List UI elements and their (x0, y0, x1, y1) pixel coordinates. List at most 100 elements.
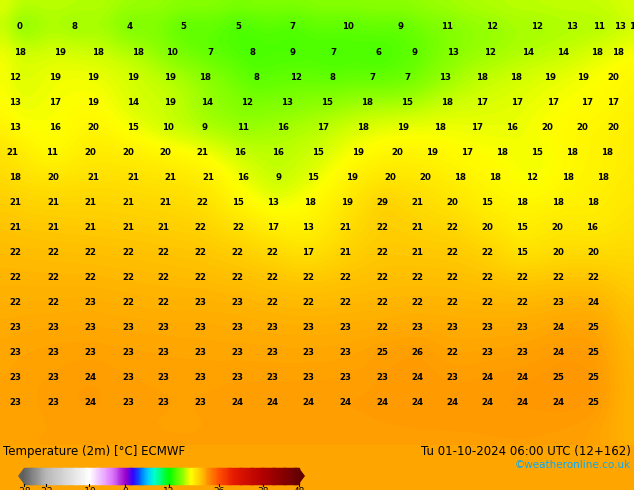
Text: 11: 11 (593, 23, 605, 31)
Bar (154, 468, 155, 484)
Bar (205, 468, 206, 484)
Text: 17: 17 (471, 123, 483, 132)
Bar (127, 468, 129, 484)
Text: 19: 19 (544, 74, 556, 82)
Text: 23: 23 (266, 348, 278, 357)
Text: 23: 23 (157, 323, 169, 332)
Bar (139, 468, 140, 484)
Bar (47, 468, 48, 484)
Text: 18: 18 (510, 74, 522, 82)
Bar (41, 468, 42, 484)
Bar (64, 468, 65, 484)
Bar (143, 468, 145, 484)
Bar (191, 468, 192, 484)
Bar (201, 468, 202, 484)
Text: 22: 22 (481, 298, 493, 307)
Bar (44, 468, 46, 484)
Text: 21: 21 (196, 148, 208, 157)
Text: 22: 22 (446, 248, 458, 257)
Bar (259, 468, 261, 484)
Bar (179, 468, 180, 484)
Text: 24: 24 (481, 373, 493, 382)
Bar (245, 468, 246, 484)
Text: 23: 23 (47, 373, 59, 382)
Text: 21: 21 (164, 173, 176, 182)
Text: 18: 18 (9, 173, 21, 182)
Bar (247, 468, 248, 484)
Bar (216, 468, 217, 484)
Text: 23: 23 (339, 323, 351, 332)
Text: 13: 13 (281, 98, 293, 107)
Bar (106, 468, 107, 484)
Bar (51, 468, 52, 484)
Text: 16: 16 (506, 123, 518, 132)
Bar (155, 468, 157, 484)
Bar (278, 468, 279, 484)
Text: 7: 7 (369, 74, 375, 82)
Text: 8: 8 (254, 74, 260, 82)
Text: 18: 18 (14, 49, 26, 57)
Bar (61, 468, 62, 484)
Bar (74, 468, 75, 484)
Text: -28: -28 (16, 488, 31, 490)
Text: 22: 22 (122, 298, 134, 307)
Text: 23: 23 (122, 348, 134, 357)
Text: 23: 23 (231, 298, 243, 307)
Bar (37, 468, 38, 484)
Bar (207, 468, 209, 484)
Bar (167, 468, 168, 484)
Bar (129, 468, 130, 484)
Bar (297, 468, 299, 484)
Text: 13: 13 (629, 23, 634, 31)
Bar (289, 468, 290, 484)
Text: 24: 24 (516, 373, 528, 382)
Bar (193, 468, 195, 484)
Text: 8: 8 (249, 49, 255, 57)
Bar (263, 468, 264, 484)
Bar (175, 468, 176, 484)
Bar (164, 468, 165, 484)
Bar (94, 468, 96, 484)
Text: 7: 7 (404, 74, 410, 82)
Bar (72, 468, 74, 484)
Text: 19: 19 (397, 123, 409, 132)
Bar (109, 468, 110, 484)
Text: 13: 13 (302, 223, 314, 232)
Bar (171, 468, 172, 484)
Text: 22: 22 (122, 248, 134, 257)
Text: 13: 13 (447, 49, 459, 57)
Text: 9: 9 (397, 23, 403, 31)
Text: 20: 20 (607, 74, 619, 82)
Text: 19: 19 (87, 98, 99, 107)
Text: 12: 12 (531, 23, 543, 31)
Text: 25: 25 (552, 373, 564, 382)
Text: 23: 23 (47, 398, 59, 407)
Bar (228, 468, 229, 484)
Bar (216, 468, 217, 484)
Bar (165, 468, 166, 484)
Bar (240, 468, 242, 484)
Bar (188, 468, 190, 484)
Bar (223, 468, 224, 484)
Bar (115, 468, 116, 484)
Text: 22: 22 (232, 223, 244, 232)
Bar (131, 468, 133, 484)
Text: 13: 13 (614, 23, 626, 31)
Bar (27, 468, 28, 484)
Bar (284, 468, 285, 484)
Bar (294, 468, 295, 484)
Bar (231, 468, 233, 484)
Bar (232, 468, 233, 484)
Bar (48, 468, 49, 484)
Bar (72, 468, 73, 484)
Text: 23: 23 (302, 348, 314, 357)
Bar (148, 468, 150, 484)
Text: 23: 23 (339, 348, 351, 357)
Bar (28, 468, 29, 484)
Text: 22: 22 (157, 298, 169, 307)
Text: 13: 13 (439, 74, 451, 82)
Text: 23: 23 (47, 348, 59, 357)
Text: 22: 22 (231, 248, 243, 257)
Bar (77, 468, 79, 484)
Text: 4: 4 (127, 23, 133, 31)
